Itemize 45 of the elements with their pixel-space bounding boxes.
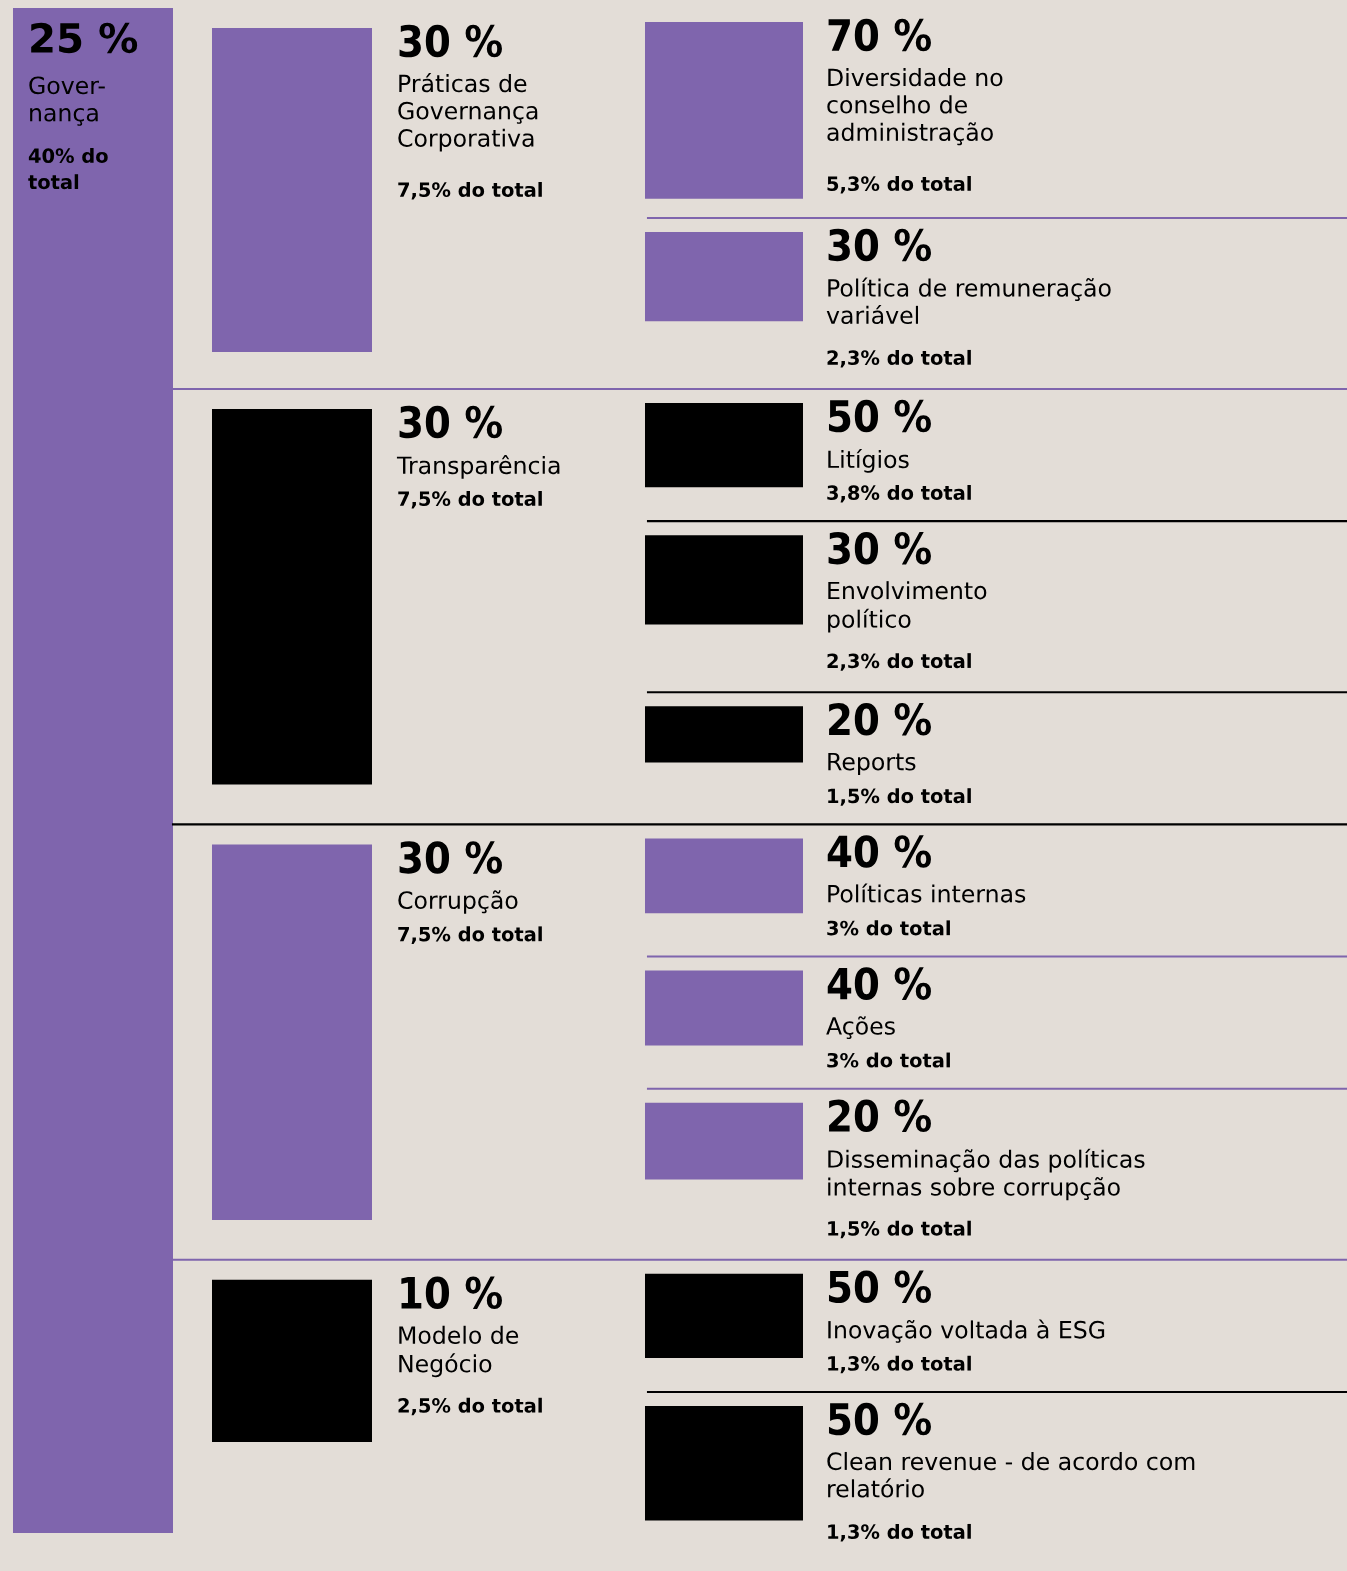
category-label: Política de remuneração variável <box>826 277 1111 325</box>
text: 7,5% do total <box>398 490 542 509</box>
data-label: 70 % <box>828 18 931 52</box>
category-label: Envolvimento político <box>828 581 987 633</box>
text: 3% do total <box>827 920 950 936</box>
data-label: 20 % <box>829 1099 931 1133</box>
data-label: 10 % <box>401 1276 502 1310</box>
category-label: Disseminação das políticas internas sobre corrupção <box>828 1148 1145 1201</box>
text: 3,8% do total <box>827 484 971 503</box>
category-label: Inovação voltada à ESG <box>828 1319 1105 1343</box>
text: 3% do total <box>827 1052 950 1068</box>
data-label: 25 % <box>31 22 138 54</box>
category-label: Clean revenue - de acordo com relatório <box>827 1451 1195 1498</box>
category-label: Ações <box>826 1016 895 1040</box>
text: 40% do total <box>28 148 108 190</box>
category-label: Modelo de Negócio <box>399 1325 519 1378</box>
data-label: 30 % <box>828 531 931 565</box>
text: 1,5% do total <box>828 1220 971 1239</box>
text: 2,3% do total <box>827 349 971 368</box>
data-label: 30 % <box>399 405 502 439</box>
text: 1,3% do total <box>828 1355 971 1374</box>
category-label: Práticas de Governança Corporativa <box>398 73 538 152</box>
data-label: 50 % <box>828 1402 931 1436</box>
text: 2,5% do total <box>398 1397 542 1416</box>
text: 5,3% do total <box>827 176 971 194</box>
category-label: Diversidade no conselho de administração <box>827 68 1003 146</box>
data-label: 50 % <box>828 1270 931 1304</box>
data-label: 50 % <box>828 399 931 433</box>
text: 2,3% do total <box>827 653 971 671</box>
data-label: 40 % <box>827 835 931 868</box>
text: 7,5% do total <box>398 182 542 200</box>
data-label: 20 % <box>829 702 931 736</box>
data-label: 30 % <box>399 24 502 58</box>
data-label: 30 % <box>399 841 502 874</box>
category-label: Políticas internas <box>828 883 1026 903</box>
category-label: Litígios <box>828 448 909 473</box>
category-label: Transparência <box>396 454 560 479</box>
data-label: 30 % <box>828 228 931 262</box>
category-label: Corrupção <box>398 890 518 914</box>
data-label: 40 % <box>827 967 931 1000</box>
category-label: Gover- nança <box>29 76 105 126</box>
category-label: Reports <box>828 752 916 776</box>
text: 1,3% do total <box>828 1523 971 1542</box>
text: 1,5% do total <box>828 788 971 806</box>
text: 7,5% do total <box>398 926 542 944</box>
